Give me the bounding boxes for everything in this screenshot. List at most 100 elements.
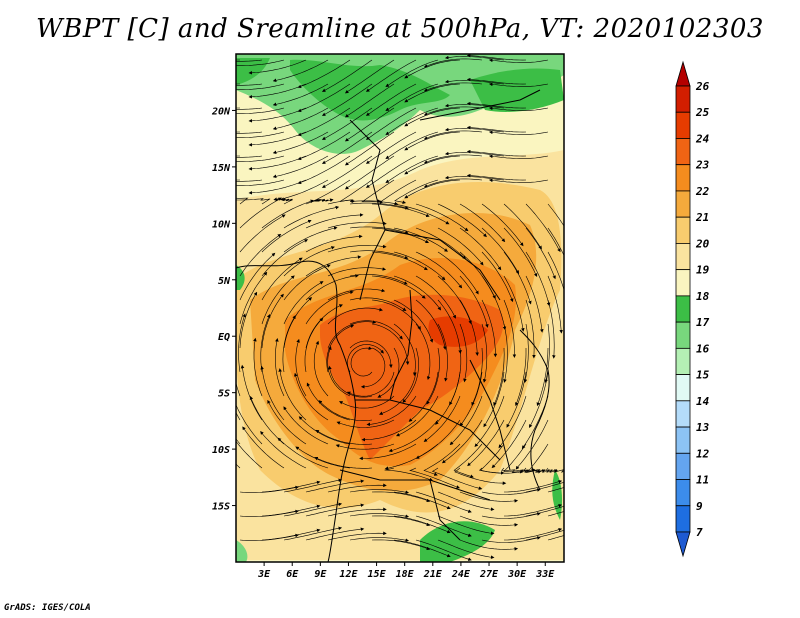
streamline [493, 347, 505, 406]
streamline [459, 227, 502, 271]
colorbar-swatch [675, 400, 691, 428]
streamline [272, 131, 329, 155]
streamline [459, 203, 506, 243]
colorbar-label: 13 [696, 421, 710, 434]
streamline [327, 507, 387, 517]
colorbar-swatch [675, 164, 691, 192]
streamline [503, 275, 525, 332]
streamline [525, 299, 536, 359]
colorbar-swatch [675, 138, 691, 166]
streamline [371, 275, 426, 299]
streamline [466, 77, 527, 85]
streamline [283, 205, 340, 229]
streamline [504, 479, 563, 493]
lon-tick-label: 9E [314, 569, 327, 580]
streamline [328, 365, 373, 398]
streamline [297, 83, 351, 113]
streamline [415, 203, 469, 232]
streamline [459, 491, 519, 503]
lon-tick-label: 3E [257, 569, 271, 580]
streamline [547, 511, 564, 517]
lon-tick-label: 21E [423, 569, 443, 580]
streamline [437, 539, 495, 559]
streamline [415, 251, 463, 289]
streamline [280, 197, 293, 205]
streamline [277, 179, 329, 201]
streamline [547, 227, 564, 257]
streamline [272, 59, 329, 83]
streamline [349, 320, 403, 340]
streamline [349, 202, 409, 210]
colorbar-label: 11 [696, 474, 709, 487]
coastlines-borders [236, 89, 550, 562]
colorbar-swatch [675, 452, 691, 480]
streamline [525, 227, 556, 280]
streamline [415, 227, 467, 260]
streamline [402, 347, 419, 403]
streamline [305, 234, 363, 253]
colorbar-swatch [675, 321, 691, 349]
streamline [240, 364, 263, 421]
streamline [347, 344, 384, 373]
colorbar-swatch [675, 269, 691, 297]
streamline [248, 107, 307, 123]
streamline [385, 107, 439, 135]
streamline [249, 395, 285, 445]
streamline [272, 107, 329, 131]
streamline [525, 275, 544, 333]
lon-tick-label: 24E [451, 569, 471, 580]
streamline [404, 179, 461, 199]
streamline [236, 107, 263, 110]
map-frame [235, 53, 565, 563]
streamline [525, 506, 564, 517]
colorbar-label: 14 [696, 395, 710, 408]
streamline [454, 467, 507, 485]
streamline [236, 404, 263, 445]
streamline [236, 83, 263, 86]
streamline [305, 479, 365, 493]
streamline [426, 347, 440, 405]
streamline [283, 406, 329, 445]
streamline [503, 299, 517, 358]
streamline [344, 83, 395, 118]
streamline [236, 131, 263, 134]
lat-tick-label: 20N [211, 106, 231, 117]
streamline [547, 275, 563, 334]
streamline [305, 503, 365, 517]
streamline [261, 528, 321, 541]
streamline [239, 533, 299, 541]
streamline [444, 103, 505, 109]
streamline [488, 178, 549, 183]
streamline [437, 203, 487, 238]
streamline [423, 178, 483, 188]
streamline [437, 491, 495, 511]
colorbar-top-arrow [675, 60, 691, 87]
streamline [283, 502, 343, 517]
colorbar-label: 23 [695, 159, 710, 172]
streamline [488, 82, 549, 87]
colorbar-label: 19 [696, 264, 710, 277]
streamline [449, 395, 483, 446]
streamline [525, 482, 564, 493]
streamline [297, 59, 351, 89]
streamline [488, 130, 549, 135]
streamline [481, 536, 541, 543]
streamline [404, 155, 461, 175]
streamline [544, 323, 550, 384]
colorbar-swatch [675, 295, 691, 323]
streamline [415, 491, 472, 513]
streamline [261, 239, 309, 277]
streamline [536, 347, 549, 407]
streamline [459, 299, 479, 356]
streamline [261, 199, 315, 229]
streamline [423, 58, 483, 68]
streamline [283, 478, 343, 493]
streamline [371, 515, 431, 527]
streamline [459, 539, 519, 551]
streamline [242, 426, 285, 469]
streamline [236, 59, 263, 62]
streamline [361, 419, 417, 442]
lat-tick-label: 15S [212, 502, 230, 513]
streamline [361, 179, 395, 204]
